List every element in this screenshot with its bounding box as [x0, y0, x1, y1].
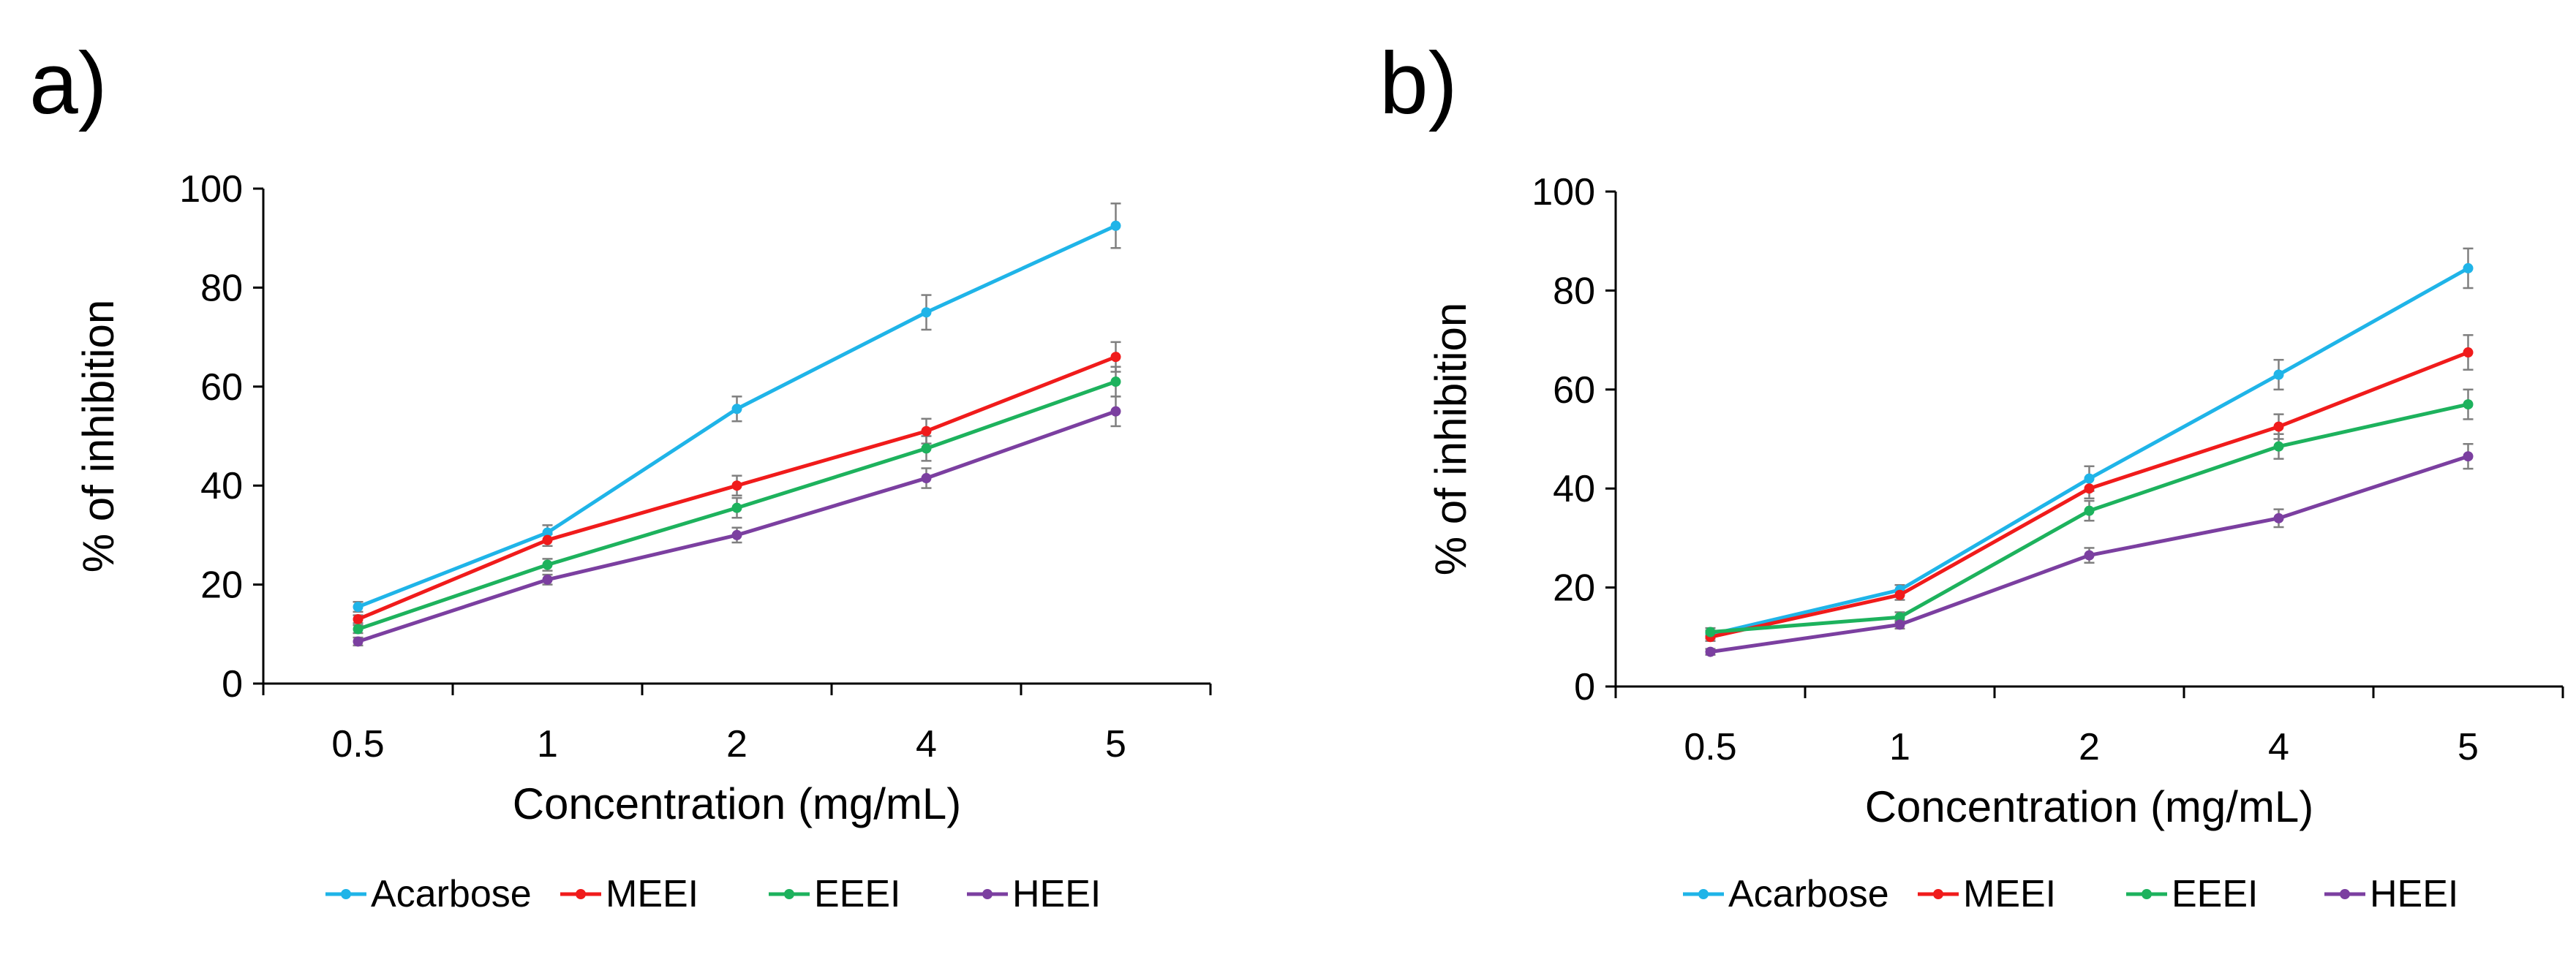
x-tick-label: 0.5 [331, 723, 384, 765]
data-point-meei [1110, 352, 1121, 363]
legend-marker-heei [982, 889, 993, 899]
legend-item-meei: MEEI [1918, 873, 2056, 915]
legend-item-meei: MEEI [560, 873, 698, 915]
legend-marker-meei [576, 889, 586, 899]
legend-label-heei: HEEI [2370, 873, 2458, 915]
legend-marker-acarbose [341, 889, 351, 899]
data-point-heei [353, 636, 364, 647]
data-point-eeei [353, 624, 364, 635]
data-point-eeei [1894, 612, 1905, 623]
data-point-heei [2463, 451, 2474, 462]
legend-marker-eeei [784, 889, 794, 899]
data-point-acarbose [2463, 262, 2474, 273]
data-point-meei [542, 534, 553, 545]
y-tick-label: 0 [222, 663, 243, 706]
legend-label-eeei: EEEI [2172, 873, 2259, 915]
data-point-eeei [1110, 377, 1121, 387]
x-tick-label: 5 [2458, 726, 2479, 768]
data-point-acarbose [921, 307, 932, 318]
data-point-acarbose [2084, 473, 2095, 484]
y-tick-label: 80 [1553, 270, 1595, 312]
data-point-meei [353, 613, 364, 624]
data-point-acarbose [731, 404, 742, 415]
y-tick-label: 100 [179, 168, 243, 211]
legend-label-heei: HEEI [1012, 873, 1101, 915]
y-axis-title: % of inhibition [1426, 303, 1475, 576]
y-tick-label: 40 [200, 465, 243, 507]
panel-label-a: a) [29, 34, 108, 132]
data-point-heei [1894, 619, 1905, 630]
data-point-acarbose [353, 602, 364, 613]
data-point-meei [2463, 347, 2474, 358]
y-tick-label: 60 [1553, 369, 1595, 412]
legend-label-eeei: EEEI [814, 873, 901, 915]
x-tick-label: 0.5 [1684, 726, 1736, 768]
chart-panel-a: a) 0 20 40 60 80 100 0.5 1 2 4 5 Concentration (mg/m… [29, 34, 1212, 915]
data-point-heei [1110, 406, 1121, 417]
legend-label-meei: MEEI [1963, 873, 2056, 915]
x-axis-title: Concentration (mg/mL) [513, 779, 962, 828]
chart-panel-b: b) 0 20 40 60 80 100 0.5 1 2 4 5 Concentration (mg/m… [1379, 34, 2564, 915]
legend: Acarbose MEEI EEEI HEEI [325, 873, 1101, 915]
legend-item-heei: HEEI [967, 873, 1101, 915]
legend-label-acarbose: Acarbose [1728, 873, 1889, 915]
data-point-eeei [542, 559, 553, 570]
series-line-acarbose [1709, 266, 2469, 637]
data-point-meei [2273, 421, 2284, 432]
legend-item-heei: HEEI [2324, 873, 2458, 915]
y-tick-label: 40 [1553, 468, 1595, 510]
y-tick-label: 20 [1553, 567, 1595, 610]
y-tick-label: 60 [200, 366, 243, 409]
legend-marker-acarbose [1698, 889, 1709, 899]
legend-item-acarbose: Acarbose [325, 873, 532, 915]
y-axis-title: % of inhibition [74, 300, 123, 573]
data-point-acarbose [1110, 220, 1121, 231]
x-tick-label: 2 [2079, 726, 2100, 768]
data-point-heei [542, 574, 553, 585]
data-point-heei [921, 473, 932, 484]
x-tick-label: 1 [537, 723, 558, 765]
data-point-eeei [2463, 399, 2474, 410]
legend-marker-heei [2340, 889, 2350, 899]
data-point-eeei [2273, 441, 2284, 452]
legend-marker-eeei [2142, 889, 2152, 899]
legend-item-eeei: EEEI [2126, 873, 2259, 915]
data-point-eeei [1705, 627, 1716, 638]
legend: Acarbose MEEI EEEI HEEI [1683, 873, 2458, 915]
x-axis-title: Concentration (mg/mL) [1865, 782, 2314, 831]
data-point-eeei [731, 502, 742, 513]
data-point-heei [1705, 646, 1716, 657]
series-line-heei [357, 409, 1117, 643]
x-tick-label: 4 [2268, 726, 2289, 768]
data-point-meei [2084, 483, 2095, 494]
x-tick-label: 5 [1105, 723, 1126, 765]
data-point-acarbose [542, 527, 553, 538]
x-tick-label: 4 [916, 723, 937, 765]
legend-label-meei: MEEI [606, 873, 698, 915]
y-tick-label: 80 [200, 267, 243, 309]
data-point-heei [731, 529, 742, 540]
legend-item-acarbose: Acarbose [1683, 873, 1889, 915]
y-tick-label: 0 [1574, 666, 1595, 708]
panel-label-b: b) [1379, 34, 1458, 132]
data-point-meei [921, 425, 932, 436]
x-tick-label: 1 [1889, 726, 1910, 768]
y-tick-label: 20 [200, 564, 243, 607]
legend-label-acarbose: Acarbose [371, 873, 532, 915]
data-point-heei [2273, 512, 2284, 523]
y-tick-label: 100 [1532, 171, 1595, 213]
x-tick-label: 2 [726, 723, 747, 765]
legend-item-eeei: EEEI [769, 873, 901, 915]
data-point-acarbose [2273, 369, 2284, 380]
data-point-eeei [921, 443, 932, 454]
legend-marker-meei [1933, 889, 1943, 899]
data-point-meei [1894, 589, 1905, 600]
data-point-eeei [2084, 505, 2095, 516]
data-point-heei [2084, 550, 2095, 561]
data-point-meei [731, 480, 742, 491]
